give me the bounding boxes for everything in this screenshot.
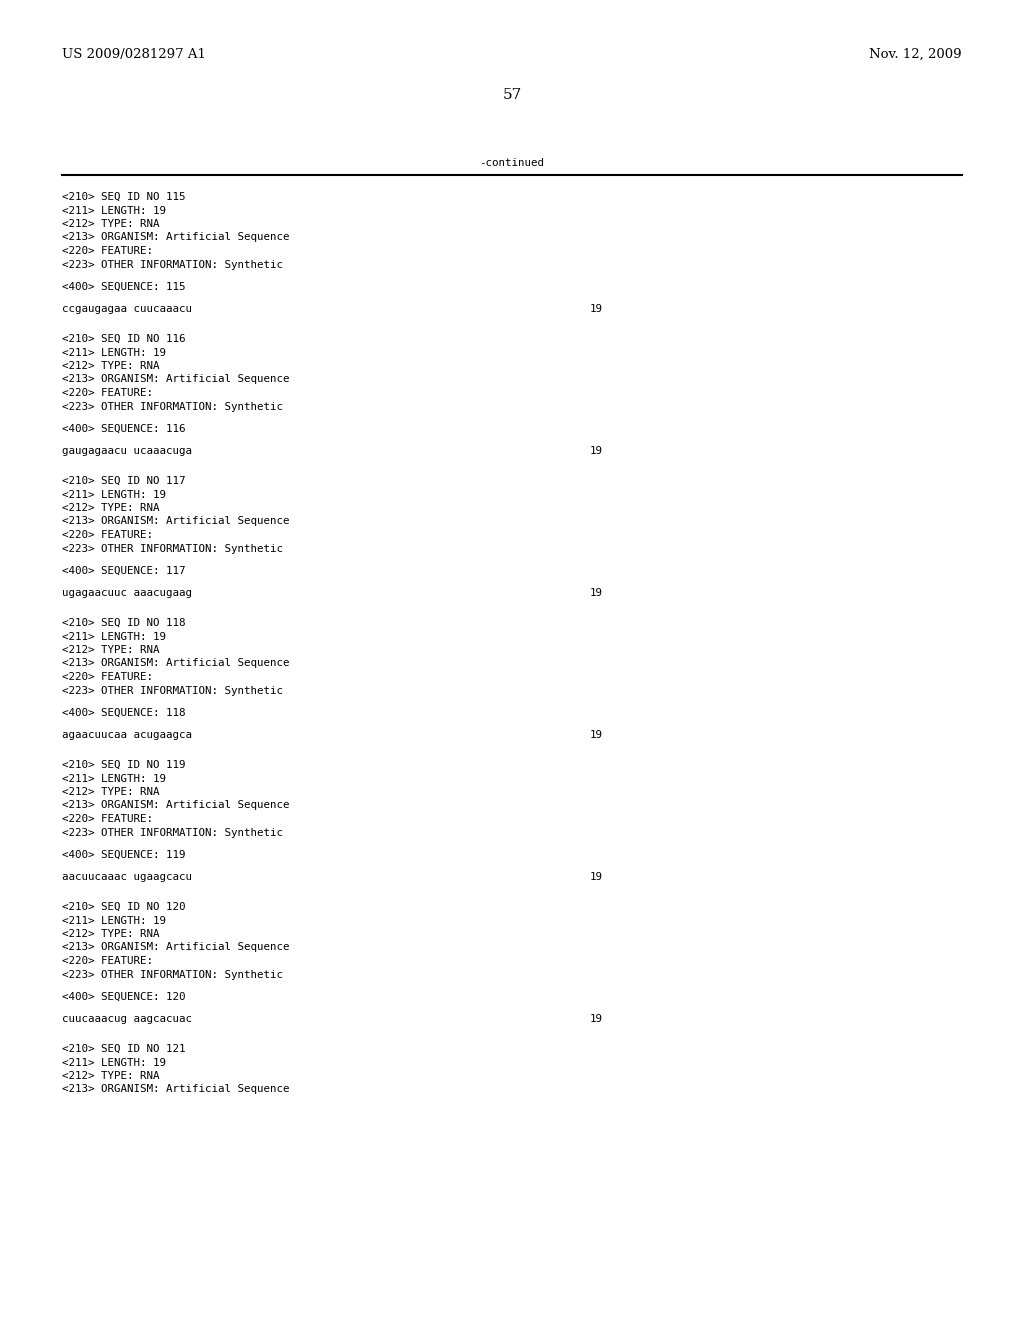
Text: <220> FEATURE:: <220> FEATURE: — [62, 672, 153, 682]
Text: cuucaaacug aagcacuac: cuucaaacug aagcacuac — [62, 1015, 193, 1024]
Text: <211> LENGTH: 19: <211> LENGTH: 19 — [62, 490, 166, 499]
Text: <220> FEATURE:: <220> FEATURE: — [62, 956, 153, 966]
Text: <400> SEQUENCE: 119: <400> SEQUENCE: 119 — [62, 850, 185, 861]
Text: <210> SEQ ID NO 116: <210> SEQ ID NO 116 — [62, 334, 185, 345]
Text: <210> SEQ ID NO 121: <210> SEQ ID NO 121 — [62, 1044, 185, 1053]
Text: <220> FEATURE:: <220> FEATURE: — [62, 246, 153, 256]
Text: <213> ORGANISM: Artificial Sequence: <213> ORGANISM: Artificial Sequence — [62, 659, 290, 668]
Text: <223> OTHER INFORMATION: Synthetic: <223> OTHER INFORMATION: Synthetic — [62, 828, 283, 837]
Text: 19: 19 — [590, 305, 603, 314]
Text: <211> LENGTH: 19: <211> LENGTH: 19 — [62, 206, 166, 215]
Text: <212> TYPE: RNA: <212> TYPE: RNA — [62, 929, 160, 939]
Text: aacuucaaac ugaagcacu: aacuucaaac ugaagcacu — [62, 873, 193, 883]
Text: <211> LENGTH: 19: <211> LENGTH: 19 — [62, 631, 166, 642]
Text: gaugagaacu ucaaacuga: gaugagaacu ucaaacuga — [62, 446, 193, 457]
Text: <210> SEQ ID NO 118: <210> SEQ ID NO 118 — [62, 618, 185, 628]
Text: <220> FEATURE:: <220> FEATURE: — [62, 814, 153, 824]
Text: 19: 19 — [590, 730, 603, 741]
Text: US 2009/0281297 A1: US 2009/0281297 A1 — [62, 48, 206, 61]
Text: <400> SEQUENCE: 115: <400> SEQUENCE: 115 — [62, 282, 185, 292]
Text: <223> OTHER INFORMATION: Synthetic: <223> OTHER INFORMATION: Synthetic — [62, 401, 283, 412]
Text: <211> LENGTH: 19: <211> LENGTH: 19 — [62, 916, 166, 925]
Text: <211> LENGTH: 19: <211> LENGTH: 19 — [62, 1057, 166, 1068]
Text: Nov. 12, 2009: Nov. 12, 2009 — [869, 48, 962, 61]
Text: 57: 57 — [503, 88, 521, 102]
Text: <212> TYPE: RNA: <212> TYPE: RNA — [62, 503, 160, 513]
Text: <210> SEQ ID NO 120: <210> SEQ ID NO 120 — [62, 902, 185, 912]
Text: <212> TYPE: RNA: <212> TYPE: RNA — [62, 360, 160, 371]
Text: agaacuucaa acugaagca: agaacuucaa acugaagca — [62, 730, 193, 741]
Text: <210> SEQ ID NO 115: <210> SEQ ID NO 115 — [62, 191, 185, 202]
Text: <223> OTHER INFORMATION: Synthetic: <223> OTHER INFORMATION: Synthetic — [62, 685, 283, 696]
Text: <213> ORGANISM: Artificial Sequence: <213> ORGANISM: Artificial Sequence — [62, 232, 290, 243]
Text: <212> TYPE: RNA: <212> TYPE: RNA — [62, 645, 160, 655]
Text: 19: 19 — [590, 446, 603, 457]
Text: <223> OTHER INFORMATION: Synthetic: <223> OTHER INFORMATION: Synthetic — [62, 969, 283, 979]
Text: <213> ORGANISM: Artificial Sequence: <213> ORGANISM: Artificial Sequence — [62, 942, 290, 953]
Text: ccgaugagaa cuucaaacu: ccgaugagaa cuucaaacu — [62, 305, 193, 314]
Text: <212> TYPE: RNA: <212> TYPE: RNA — [62, 219, 160, 228]
Text: <212> TYPE: RNA: <212> TYPE: RNA — [62, 787, 160, 797]
Text: <213> ORGANISM: Artificial Sequence: <213> ORGANISM: Artificial Sequence — [62, 800, 290, 810]
Text: <220> FEATURE:: <220> FEATURE: — [62, 531, 153, 540]
Text: <213> ORGANISM: Artificial Sequence: <213> ORGANISM: Artificial Sequence — [62, 516, 290, 527]
Text: <210> SEQ ID NO 117: <210> SEQ ID NO 117 — [62, 477, 185, 486]
Text: 19: 19 — [590, 589, 603, 598]
Text: <213> ORGANISM: Artificial Sequence: <213> ORGANISM: Artificial Sequence — [62, 1085, 290, 1094]
Text: <400> SEQUENCE: 118: <400> SEQUENCE: 118 — [62, 708, 185, 718]
Text: ugagaacuuc aaacugaag: ugagaacuuc aaacugaag — [62, 589, 193, 598]
Text: <211> LENGTH: 19: <211> LENGTH: 19 — [62, 774, 166, 784]
Text: <212> TYPE: RNA: <212> TYPE: RNA — [62, 1071, 160, 1081]
Text: <400> SEQUENCE: 116: <400> SEQUENCE: 116 — [62, 424, 185, 434]
Text: <400> SEQUENCE: 120: <400> SEQUENCE: 120 — [62, 993, 185, 1002]
Text: <213> ORGANISM: Artificial Sequence: <213> ORGANISM: Artificial Sequence — [62, 375, 290, 384]
Text: <223> OTHER INFORMATION: Synthetic: <223> OTHER INFORMATION: Synthetic — [62, 260, 283, 269]
Text: -continued: -continued — [479, 158, 545, 168]
Text: 19: 19 — [590, 873, 603, 883]
Text: <223> OTHER INFORMATION: Synthetic: <223> OTHER INFORMATION: Synthetic — [62, 544, 283, 553]
Text: <400> SEQUENCE: 117: <400> SEQUENCE: 117 — [62, 566, 185, 576]
Text: <220> FEATURE:: <220> FEATURE: — [62, 388, 153, 399]
Text: <211> LENGTH: 19: <211> LENGTH: 19 — [62, 347, 166, 358]
Text: <210> SEQ ID NO 119: <210> SEQ ID NO 119 — [62, 760, 185, 770]
Text: 19: 19 — [590, 1015, 603, 1024]
